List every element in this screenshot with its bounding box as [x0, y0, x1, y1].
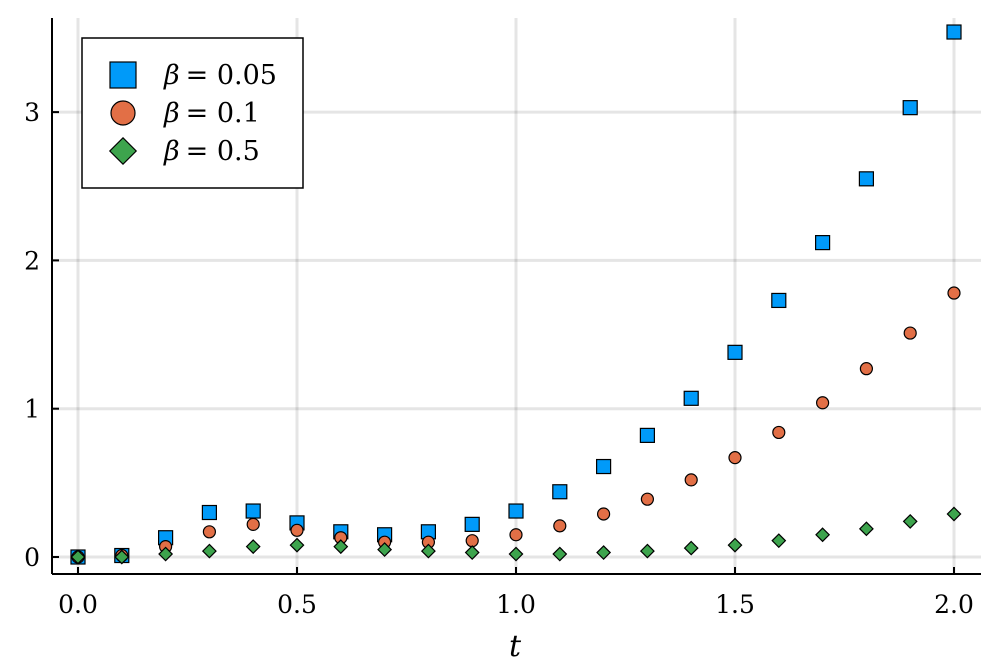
legend-value: = 0.1 — [186, 98, 260, 129]
data-point — [552, 546, 568, 562]
x-ticks: 0.0 0.5 1.0 1.5 2.0 — [58, 567, 974, 619]
data-point — [289, 537, 305, 553]
data-point — [245, 539, 261, 555]
y-tick-label: 0 — [24, 543, 40, 572]
data-point — [377, 542, 393, 558]
x-tick-label: 0.0 — [58, 590, 98, 619]
data-point — [508, 503, 524, 519]
data-point — [771, 533, 787, 549]
data-point — [902, 100, 918, 116]
data-point — [903, 326, 917, 340]
data-point — [201, 543, 217, 559]
legend-marker — [110, 100, 136, 126]
data-point — [639, 543, 655, 559]
data-point — [290, 523, 304, 537]
data-point — [114, 549, 130, 565]
data-point — [201, 504, 217, 521]
data-point — [639, 427, 656, 443]
data-point — [553, 519, 567, 533]
data-point — [158, 546, 174, 562]
legend: β = 0.05β = 0.1β = 0.5 — [81, 37, 304, 189]
data-point — [596, 507, 611, 521]
legend-label: β = 0.5 — [163, 136, 260, 167]
legend-symbol: β — [163, 60, 180, 91]
legend-value: = 0.05 — [186, 60, 277, 91]
y-ticks: 0 1 2 3 — [24, 98, 59, 572]
y-tick-label: 2 — [24, 246, 40, 275]
data-point — [683, 390, 699, 406]
data-point — [596, 545, 612, 560]
data-point — [464, 516, 480, 532]
data-point — [858, 171, 875, 187]
data-point — [684, 473, 698, 487]
data-point — [946, 24, 962, 40]
legend-value: = 0.5 — [186, 136, 260, 167]
x-tick-label: 0.5 — [277, 590, 317, 619]
data-point — [771, 292, 787, 309]
legend-entry: β = 0.05 — [109, 60, 277, 91]
data-point — [245, 503, 261, 519]
data-point — [946, 506, 962, 522]
data-point — [509, 528, 523, 542]
x-tick-label: 2.0 — [934, 590, 974, 619]
legend-entry: β = 0.1 — [110, 98, 260, 129]
data-point — [947, 286, 961, 300]
y-tick-label: 1 — [24, 395, 40, 424]
data-point — [202, 525, 216, 539]
data-point — [640, 492, 655, 506]
data-point — [683, 540, 699, 556]
data-point — [815, 527, 831, 543]
legend-label: β = 0.05 — [163, 60, 277, 91]
data-point — [246, 517, 260, 531]
data-point — [464, 545, 480, 560]
data-point — [728, 451, 742, 465]
data-point — [508, 546, 524, 562]
legend-symbol: β — [163, 136, 180, 167]
data-point — [727, 344, 743, 360]
data-point — [70, 549, 86, 565]
data-point — [902, 513, 918, 529]
data-point — [815, 396, 830, 410]
data-point — [333, 539, 349, 555]
legend-symbol: β — [163, 98, 180, 129]
x-axis-title: t — [509, 629, 522, 664]
series-diamond — [70, 506, 962, 565]
data-point — [465, 534, 479, 548]
data-point — [814, 235, 831, 251]
legend-entry: β = 0.5 — [108, 136, 260, 167]
data-point — [420, 543, 436, 559]
legend-marker — [109, 61, 137, 89]
data-point — [595, 458, 612, 475]
data-point — [552, 484, 568, 500]
legend-marker — [108, 136, 138, 166]
x-tick-label: 1.0 — [496, 590, 536, 619]
data-point — [772, 425, 786, 440]
data-point — [727, 537, 743, 553]
data-point — [858, 521, 874, 537]
data-point — [859, 362, 874, 376]
x-tick-label: 1.5 — [715, 590, 755, 619]
y-tick-label: 3 — [24, 98, 40, 127]
legend-label: β = 0.1 — [163, 98, 260, 129]
data-series — [70, 24, 962, 565]
